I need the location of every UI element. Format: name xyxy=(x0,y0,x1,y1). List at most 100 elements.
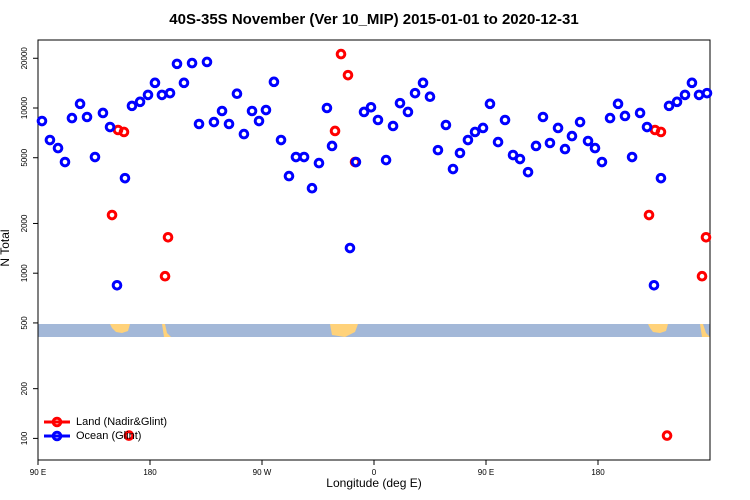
x-tick-label: 180 xyxy=(591,468,605,477)
point xyxy=(126,100,138,112)
point xyxy=(119,172,131,184)
x-tick-label: 180 xyxy=(143,468,157,477)
point xyxy=(454,147,466,159)
point xyxy=(522,166,534,178)
point xyxy=(111,279,123,291)
point xyxy=(321,102,333,114)
point xyxy=(216,105,228,117)
point xyxy=(178,77,190,89)
land-shape xyxy=(648,324,668,333)
y-tick-label: 1000 xyxy=(20,264,29,282)
point xyxy=(365,101,377,113)
point xyxy=(701,87,713,99)
point xyxy=(402,106,414,118)
point xyxy=(663,100,675,112)
y-tick-label: 20000 xyxy=(20,47,29,70)
point xyxy=(171,58,183,70)
point xyxy=(306,182,318,194)
point xyxy=(104,121,116,133)
point xyxy=(193,118,205,130)
point xyxy=(123,430,135,441)
point xyxy=(52,142,64,154)
point xyxy=(643,209,655,221)
x-tick-label: 90 W xyxy=(253,468,272,477)
point xyxy=(89,151,101,163)
point xyxy=(380,154,392,166)
legend-marker xyxy=(51,416,63,428)
point xyxy=(696,270,708,282)
x-tick-label: 90 E xyxy=(478,468,494,477)
point xyxy=(574,116,586,128)
point xyxy=(499,114,511,126)
point xyxy=(335,48,347,60)
point xyxy=(394,97,406,109)
y-axis-label: N Total xyxy=(0,229,12,266)
point xyxy=(432,144,444,156)
point xyxy=(484,98,496,110)
land-shape xyxy=(162,324,171,337)
point xyxy=(149,77,161,89)
point xyxy=(417,77,429,89)
point xyxy=(208,116,220,128)
x-tick-label: 90 E xyxy=(30,468,46,477)
point xyxy=(655,126,667,138)
point xyxy=(424,91,436,103)
point xyxy=(469,126,481,138)
point xyxy=(162,231,174,243)
y-tick-label: 100 xyxy=(20,431,29,445)
y-tick-label: 5000 xyxy=(20,148,29,166)
point xyxy=(134,96,146,108)
point xyxy=(223,118,235,130)
y-tick-label: 10000 xyxy=(20,96,29,119)
point xyxy=(612,98,624,110)
point xyxy=(246,105,258,117)
point xyxy=(514,153,526,165)
point xyxy=(344,242,356,254)
point xyxy=(530,140,542,152)
point xyxy=(693,89,705,101)
point xyxy=(661,430,673,441)
point xyxy=(106,209,118,221)
point xyxy=(387,120,399,132)
point xyxy=(634,107,646,119)
point xyxy=(679,89,691,101)
point xyxy=(619,110,631,122)
legend-marker xyxy=(51,430,63,442)
point xyxy=(596,156,608,168)
point xyxy=(671,96,683,108)
point xyxy=(231,88,243,100)
point xyxy=(589,142,601,154)
point xyxy=(238,128,250,140)
chart-title: 40S-35S November (Ver 10_MIP) 2015-01-01… xyxy=(169,11,578,28)
point xyxy=(268,76,280,88)
point xyxy=(582,135,594,147)
point xyxy=(342,69,354,81)
point xyxy=(81,111,93,123)
point xyxy=(118,126,130,138)
point xyxy=(74,98,86,110)
point xyxy=(372,114,384,126)
y-tick-label: 500 xyxy=(20,316,29,330)
point xyxy=(462,134,474,146)
legend-label: Ocean (Glint) xyxy=(76,430,141,442)
x-tick-label: 0 xyxy=(372,468,377,477)
point xyxy=(59,156,71,168)
x-axis-label: Longitude (deg E) xyxy=(326,476,421,490)
point xyxy=(290,151,302,163)
point xyxy=(201,56,213,68)
land-shape xyxy=(700,324,710,337)
y-tick-label: 200 xyxy=(20,381,29,395)
point xyxy=(350,156,362,168)
point xyxy=(477,122,489,134)
point xyxy=(552,122,564,134)
point xyxy=(298,151,310,163)
point xyxy=(626,151,638,163)
point xyxy=(641,121,653,133)
point xyxy=(283,170,295,182)
point xyxy=(686,77,698,89)
point xyxy=(253,115,265,127)
point xyxy=(66,112,78,124)
land-shape xyxy=(330,324,358,337)
